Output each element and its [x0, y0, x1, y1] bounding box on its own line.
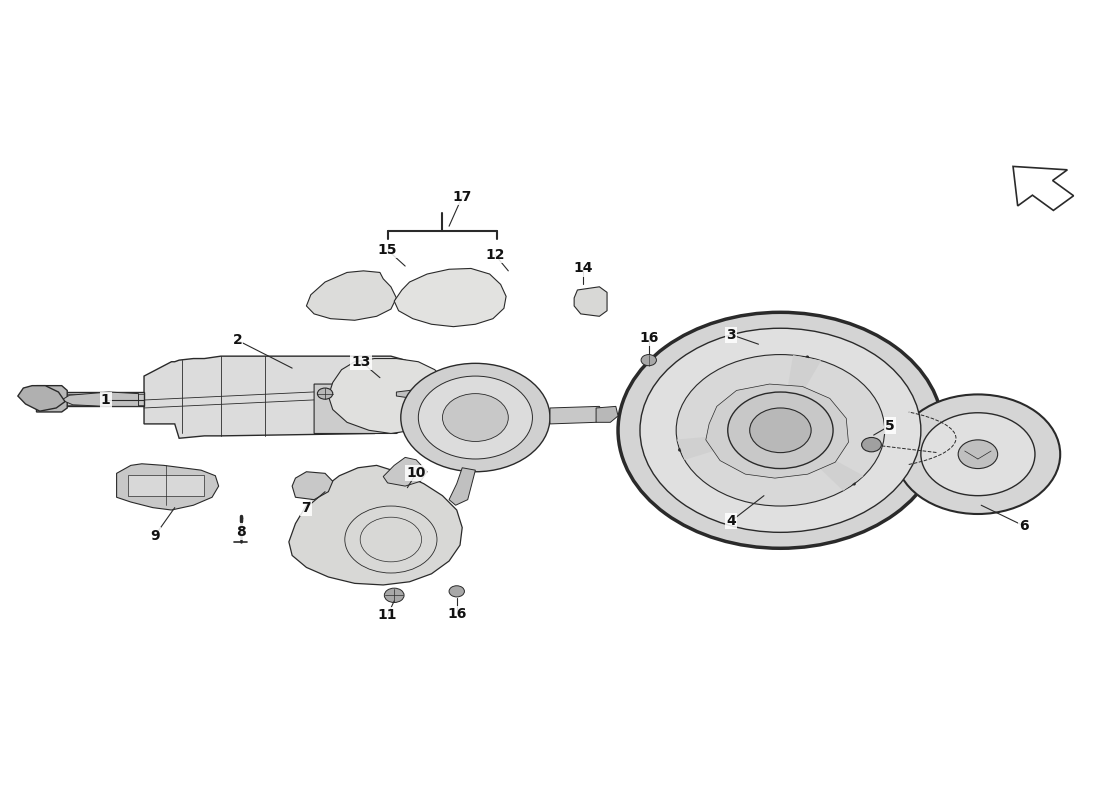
Circle shape — [400, 363, 550, 472]
Polygon shape — [144, 356, 424, 438]
Polygon shape — [574, 286, 607, 316]
Circle shape — [958, 440, 998, 469]
Polygon shape — [18, 386, 65, 411]
Polygon shape — [293, 472, 332, 500]
Circle shape — [895, 394, 1060, 514]
Circle shape — [384, 588, 404, 602]
Polygon shape — [394, 269, 506, 326]
Text: 15: 15 — [378, 243, 397, 257]
Polygon shape — [62, 392, 139, 406]
Polygon shape — [596, 406, 618, 422]
Circle shape — [728, 392, 833, 469]
Polygon shape — [36, 386, 67, 412]
Text: 16: 16 — [639, 331, 659, 345]
Polygon shape — [812, 454, 864, 490]
Text: 12: 12 — [485, 248, 505, 262]
Polygon shape — [45, 392, 144, 406]
Circle shape — [418, 376, 532, 459]
Text: 4: 4 — [726, 514, 736, 528]
Text: 1: 1 — [101, 393, 110, 407]
Circle shape — [640, 328, 921, 532]
Text: 17: 17 — [452, 190, 472, 204]
Circle shape — [318, 388, 332, 399]
Text: 10: 10 — [407, 466, 426, 480]
Text: 16: 16 — [447, 606, 466, 621]
Polygon shape — [550, 406, 603, 424]
Text: 8: 8 — [235, 525, 245, 538]
Circle shape — [921, 413, 1035, 496]
Polygon shape — [706, 384, 848, 478]
Polygon shape — [128, 475, 205, 496]
Text: 11: 11 — [378, 608, 397, 622]
Polygon shape — [449, 468, 475, 506]
Text: 5: 5 — [886, 418, 895, 433]
Text: 3: 3 — [726, 328, 736, 342]
Polygon shape — [329, 358, 449, 434]
Polygon shape — [786, 355, 821, 395]
Text: 9: 9 — [151, 529, 160, 542]
Polygon shape — [307, 271, 396, 320]
Polygon shape — [289, 466, 462, 585]
Text: 13: 13 — [352, 354, 371, 369]
Circle shape — [618, 312, 943, 548]
Circle shape — [861, 438, 881, 452]
Polygon shape — [676, 435, 732, 460]
Text: 7: 7 — [301, 501, 311, 514]
Polygon shape — [315, 384, 412, 434]
Polygon shape — [117, 464, 219, 510]
Text: 14: 14 — [573, 262, 593, 275]
Polygon shape — [1013, 166, 1074, 210]
Circle shape — [449, 586, 464, 597]
Text: 2: 2 — [232, 334, 242, 347]
Circle shape — [442, 394, 508, 442]
Circle shape — [641, 354, 657, 366]
Polygon shape — [396, 388, 478, 400]
Circle shape — [676, 354, 884, 506]
Polygon shape — [383, 458, 427, 486]
Circle shape — [750, 408, 811, 453]
Text: 6: 6 — [1020, 519, 1028, 533]
